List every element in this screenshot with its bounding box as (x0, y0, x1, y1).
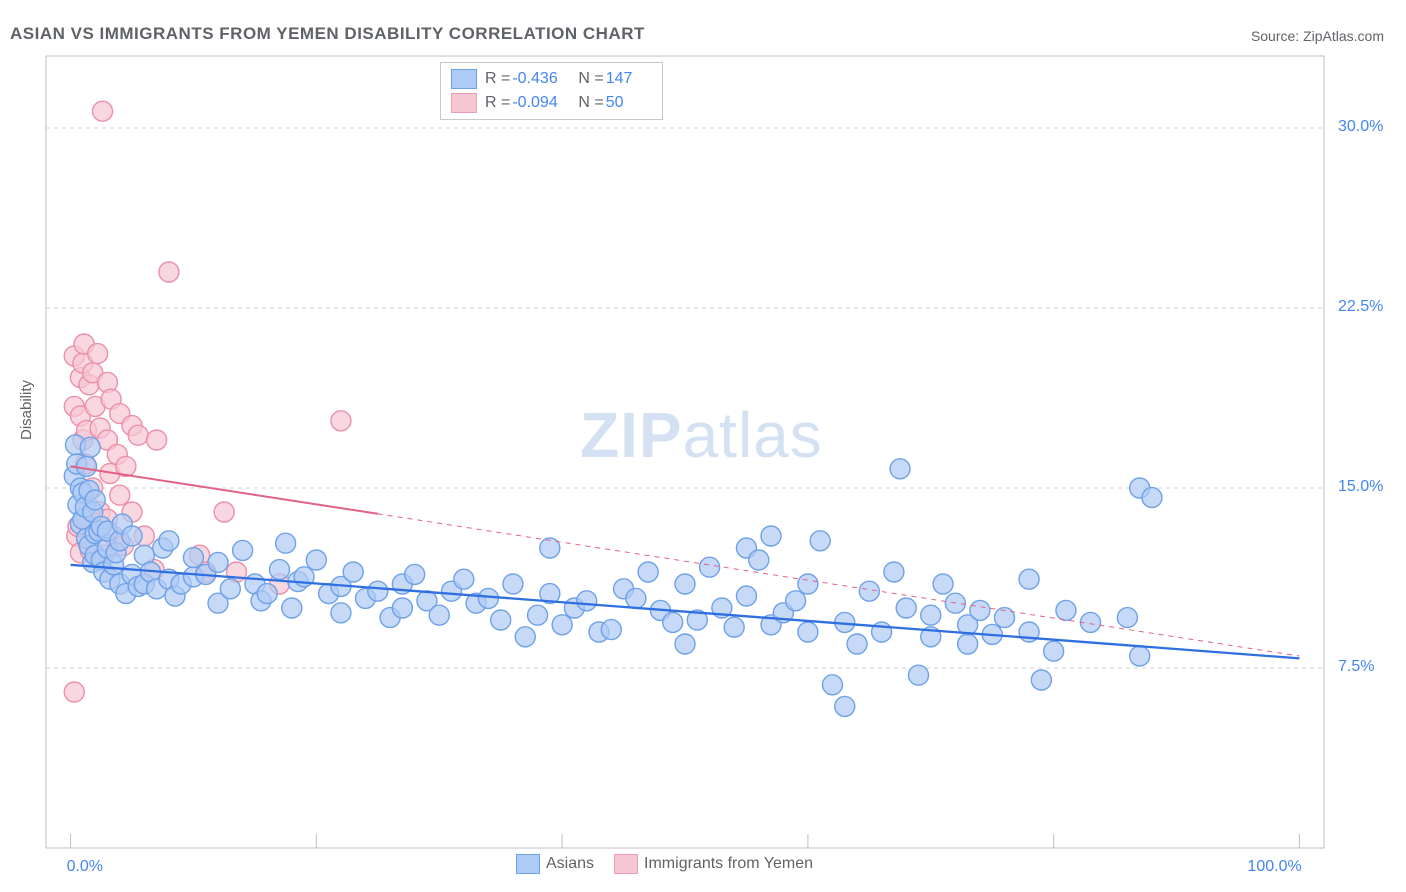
legend-series-name: Asians (546, 855, 594, 873)
legend-stats-row: R =-0.436 N =147 (451, 67, 652, 91)
r-label: R = (485, 94, 510, 112)
x-axis-label-left: 0.0% (67, 858, 103, 876)
r-value: -0.436 (512, 70, 564, 88)
y-tick-label: 7.5% (1338, 658, 1374, 676)
y-tick-label: 15.0% (1338, 478, 1383, 496)
y-tick-label: 30.0% (1338, 118, 1383, 136)
bottom-legend: Asians Immigrants from Yemen (516, 854, 833, 874)
legend-stats-row: R =-0.094 N =50 (451, 91, 652, 115)
legend-series-name: Immigrants from Yemen (644, 855, 813, 873)
legend-stats-box: R =-0.436 N =147 R =-0.094 N =50 (440, 62, 663, 120)
r-label: R = (485, 70, 510, 88)
legend-swatch (516, 854, 540, 874)
n-label: N = (578, 70, 603, 88)
y-tick-label: 22.5% (1338, 298, 1383, 316)
legend-swatch (451, 69, 477, 89)
chart-container: ASIAN VS IMMIGRANTS FROM YEMEN DISABILIT… (0, 0, 1406, 892)
legend-swatch (614, 854, 638, 874)
y-axis-title: Disability (18, 380, 35, 440)
x-axis-label-right: 100.0% (1247, 858, 1301, 876)
n-value: 50 (606, 94, 638, 112)
legend-swatch (451, 93, 477, 113)
scatter-chart (0, 0, 1406, 892)
r-value: -0.094 (512, 94, 564, 112)
n-value: 147 (606, 70, 638, 88)
n-label: N = (578, 94, 603, 112)
